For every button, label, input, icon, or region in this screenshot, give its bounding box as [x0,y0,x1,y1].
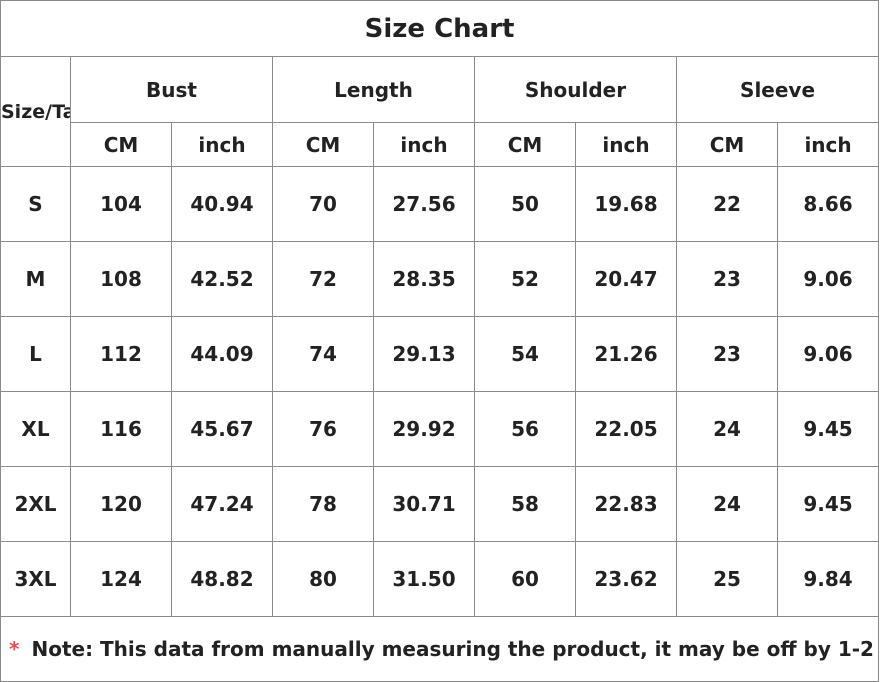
data-row: S 104 40.94 70 27.56 50 19.68 22 8.66 [0,166,880,242]
group-header: Bust [70,56,273,123]
unit-header: CM [474,122,576,167]
title-row: Size Chart [0,0,880,57]
cell: 9.45 [776,391,880,467]
unit-header: CM [272,122,374,167]
cell: 40.94 [171,166,273,242]
cell: 28.35 [373,241,475,317]
cell: 48.82 [171,541,273,617]
cell: 45.67 [171,391,273,467]
note-cell: * Note: This data from manually measuring… [0,616,880,682]
cell: 23.62 [575,541,677,617]
cell: 22.83 [575,466,677,542]
size-cell: M [0,241,71,317]
cell: 31.50 [373,541,475,617]
cell: 80 [272,541,374,617]
cell: 60 [474,541,576,617]
cell: 30.71 [373,466,475,542]
cell: 9.06 [776,241,880,317]
data-row: M 108 42.52 72 28.35 52 20.47 23 9.06 [0,241,880,317]
cell: 21.26 [575,316,677,392]
cell: 29.13 [373,316,475,392]
cell: 70 [272,166,374,242]
note-row: * Note: This data from manually measuring… [0,616,880,682]
cell: 9.06 [776,316,880,392]
cell: 25 [676,541,778,617]
cell: 8.66 [776,166,880,242]
cell: 78 [272,466,374,542]
unit-row: CM inch CM inch CM inch CM inch [1,122,880,167]
cell: 108 [70,241,172,317]
cell: 124 [70,541,172,617]
table-title: Size Chart [0,0,880,57]
group-header: Length [272,56,475,123]
note-marker: * [9,637,20,661]
cell: 23 [676,316,778,392]
cell: 104 [70,166,172,242]
unit-header: inch [575,122,677,167]
cell: 22.05 [575,391,677,467]
size-header: Size/Ta [0,56,71,167]
cell: 120 [70,466,172,542]
group-row: Size/Ta Bust Length Shoulder Sleeve [0,56,880,167]
cell: 56 [474,391,576,467]
group-header: Sleeve [675,56,880,123]
cell: 23 [676,241,778,317]
data-row: 3XL 124 48.82 80 31.50 60 23.62 25 9.84 [0,541,880,617]
group-header: Shoulder [474,56,677,123]
cell: 47.24 [171,466,273,542]
cell: 58 [474,466,576,542]
size-cell: L [0,316,71,392]
size-cell: 2XL [0,466,71,542]
size-cell: 3XL [0,541,71,617]
cell: 52 [474,241,576,317]
cell: 116 [70,391,172,467]
cell: 9.45 [776,466,880,542]
cell: 20.47 [575,241,677,317]
data-row: L 112 44.09 74 29.13 54 21.26 23 9.06 [0,316,880,392]
cell: 29.92 [373,391,475,467]
cell: 74 [272,316,374,392]
cell: 42.52 [171,241,273,317]
unit-header: inch [776,122,880,167]
note-text: Note: This data from manually measuring … [31,637,874,661]
unit-header: inch [373,122,475,167]
cell: 24 [676,391,778,467]
cell: 112 [70,316,172,392]
size-cell: S [0,166,71,242]
cell: 44.09 [171,316,273,392]
size-cell: XL [0,391,71,467]
cell: 54 [474,316,576,392]
cell: 27.56 [373,166,475,242]
cell: 24 [676,466,778,542]
unit-header: CM [676,122,778,167]
data-row: 2XL 120 47.24 78 30.71 58 22.83 24 9.45 [0,466,880,542]
cell: 22 [676,166,778,242]
cell: 72 [272,241,374,317]
cell: 19.68 [575,166,677,242]
cell: 50 [474,166,576,242]
unit-header: CM [70,122,172,167]
cell: 9.84 [776,541,880,617]
cell: 76 [272,391,374,467]
unit-header: inch [171,122,273,167]
data-row: XL 116 45.67 76 29.92 56 22.05 24 9.45 [0,391,880,467]
